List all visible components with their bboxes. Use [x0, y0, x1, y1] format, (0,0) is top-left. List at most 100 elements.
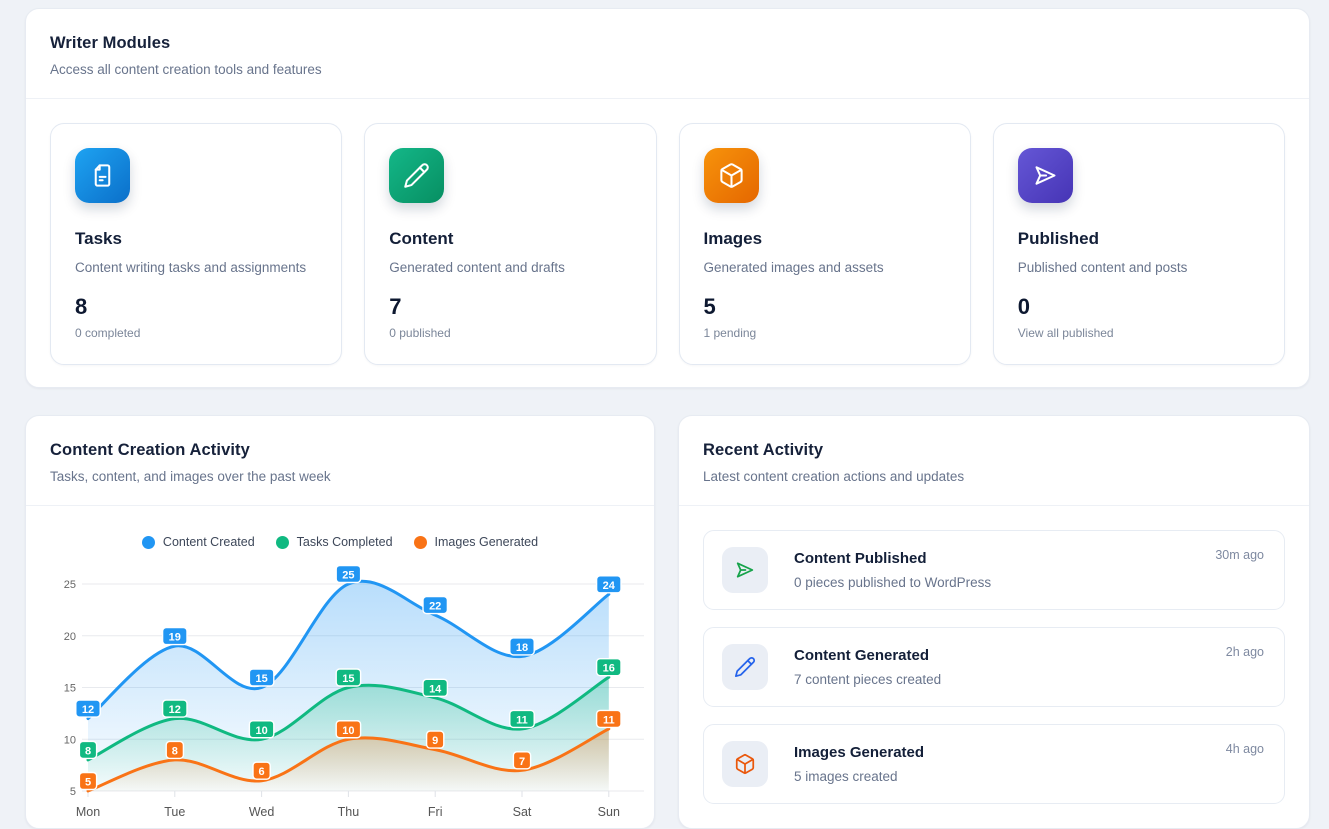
activity-title: Images Generated [794, 744, 925, 761]
activity-item-content-generated[interactable]: Content Generated 7 content pieces creat… [703, 627, 1285, 707]
point-value-label: 14 [429, 683, 442, 695]
activity-list: Content Published 0 pieces published to … [679, 506, 1309, 828]
point-value-label: 15 [255, 673, 267, 685]
point-value-badge [165, 740, 185, 760]
activity-item-images-generated[interactable]: Images Generated 5 images created 4h ago [703, 724, 1285, 804]
module-title: Images [703, 229, 763, 248]
point-value-badge [161, 626, 188, 646]
x-axis-tick-label: Mon [76, 805, 100, 819]
point-value-label: 8 [172, 745, 178, 757]
point-value-badge [422, 595, 449, 615]
x-axis-tick-label: Wed [249, 805, 275, 819]
legend-label: Tasks Completed [296, 535, 393, 549]
x-axis-tick-label: Sat [513, 805, 532, 819]
x-axis-tick-label: Tue [164, 805, 185, 819]
module-count: 7 [389, 294, 402, 319]
activity-item-content-published[interactable]: Content Published 0 pieces published to … [703, 530, 1285, 610]
point-value-badge [335, 668, 362, 687]
point-value-badge [422, 678, 449, 698]
point-value-badge [509, 637, 535, 656]
activity-timestamp: 4h ago [1225, 742, 1264, 756]
series-line [86, 675, 611, 762]
activity-title: Content Generated [794, 647, 930, 664]
chart-title: Content Creation Activity [50, 441, 250, 459]
content-creation-activity-panel: Content Creation Activity Tasks, content… [25, 415, 655, 829]
activity-line-chart: 5 10 15 20 25 Mon Tue Wed Thu Fri Sat Sun 12 19 15 25 22… [64, 564, 644, 819]
legend-item[interactable]: Content Created [141, 535, 255, 549]
legend-item[interactable]: Tasks Completed [275, 535, 393, 549]
point-value-label: 9 [432, 735, 438, 747]
legend-dot [413, 535, 427, 549]
send-icon [722, 547, 768, 593]
point-value-label: 5 [85, 777, 91, 789]
activity-description: 7 content pieces created [794, 672, 942, 687]
point-value-label: 22 [429, 601, 441, 613]
recent-activity-subtitle: Latest content creation actions and upda… [703, 469, 965, 484]
point-value-badge [75, 699, 101, 718]
point-value-label: 11 [603, 714, 615, 726]
point-value-badge [425, 730, 445, 749]
series-line [86, 579, 611, 721]
point-value-badge [248, 720, 275, 739]
point-value-badge [252, 761, 271, 780]
point-value-label: 6 [259, 766, 265, 778]
chart-legend: Content Created Tasks Completed Images Gen… [26, 532, 654, 552]
point-value-badge [248, 668, 275, 687]
pencil-icon [389, 148, 445, 203]
y-axis-tick-label: 20 [64, 631, 76, 643]
activity-title: Content Published [794, 550, 927, 567]
box-icon [703, 148, 759, 203]
y-axis-tick-label: 10 [64, 734, 76, 746]
module-description: Generated images and assets [703, 260, 884, 275]
module-card-content[interactable]: Content Generated content and drafts 7 0… [364, 123, 657, 365]
activity-text: Content Published 0 pieces published to … [794, 550, 991, 590]
point-value-badge [335, 564, 362, 584]
legend-label: Content Created [162, 535, 255, 549]
legend-item[interactable]: Images Generated [413, 535, 538, 549]
module-title: Content [389, 229, 454, 248]
activity-text: Images Generated 5 images created [794, 744, 924, 784]
point-value-label: 24 [603, 580, 616, 592]
panel-title: Writer Modules [50, 34, 171, 52]
box-icon [722, 741, 768, 787]
panel-subtitle: Access all content creation tools and fe… [50, 62, 322, 77]
module-count: 5 [703, 294, 716, 319]
y-axis-tick-label: 5 [70, 786, 76, 798]
x-axis-tick-label: Sun [598, 805, 620, 819]
activity-timestamp: 30m ago [1215, 548, 1264, 562]
point-value-badge [595, 575, 622, 594]
module-card-published[interactable]: Published Published content and posts 0 … [992, 123, 1285, 365]
legend-dot [275, 535, 289, 549]
module-description: Generated content and drafts [389, 260, 565, 275]
point-value-label: 12 [82, 704, 94, 716]
send-icon [1017, 148, 1073, 203]
point-value-badge [595, 709, 622, 729]
activity-description: 0 pieces published to WordPress [794, 575, 992, 590]
point-value-badge [78, 740, 98, 760]
point-value-badge [161, 699, 188, 718]
legend-dot [141, 535, 155, 549]
module-title: Published [1017, 229, 1099, 248]
activity-timestamp: 2h ago [1225, 645, 1264, 659]
recent-activity-panel: Recent Activity Latest content creation … [678, 415, 1310, 829]
module-title: Tasks [75, 229, 122, 248]
module-count: 0 [1017, 294, 1030, 319]
point-value-label: 19 [169, 632, 181, 644]
chart-header: Content Creation Activity Tasks, content… [26, 416, 654, 506]
point-value-label: 25 [342, 570, 354, 582]
activity-description: 5 images created [794, 769, 898, 784]
x-axis-tick-label: Thu [338, 805, 360, 819]
y-axis-tick-label: 25 [64, 579, 76, 591]
x-axis-tick-label: Fri [428, 805, 443, 819]
activity-text: Content Generated 7 content pieces creat… [794, 647, 941, 687]
module-card-images[interactable]: Images Generated images and assets 5 1 p… [678, 123, 971, 365]
module-description: Published content and posts [1017, 260, 1188, 275]
point-value-label: 12 [169, 704, 181, 716]
point-value-label: 10 [342, 725, 354, 737]
module-card-tasks[interactable]: Tasks Content writing tasks and assignme… [50, 123, 343, 365]
point-value-badge [78, 771, 98, 791]
module-caption: 1 pending [703, 326, 757, 340]
writer-modules-header: Writer Modules Access all content creati… [26, 9, 1309, 99]
point-value-label: 15 [342, 673, 354, 685]
point-value-label: 18 [516, 642, 528, 654]
